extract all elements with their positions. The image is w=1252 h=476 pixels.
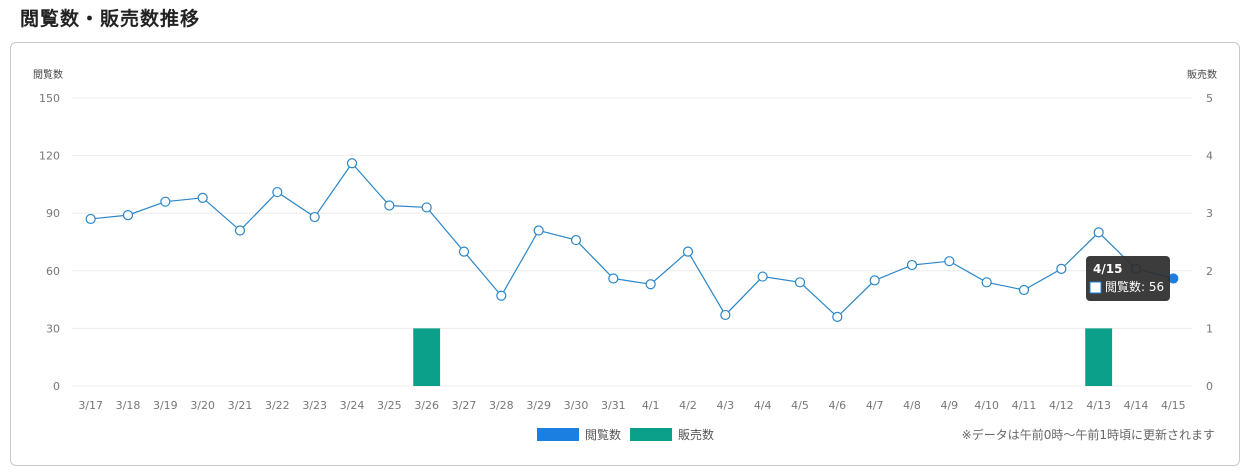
x-tick: 3/24 bbox=[340, 399, 365, 412]
x-tick: 3/17 bbox=[78, 399, 103, 412]
x-tick: 4/2 bbox=[679, 399, 697, 412]
y-right-tick: 5 bbox=[1206, 92, 1213, 105]
x-tick: 3/30 bbox=[564, 399, 589, 412]
x-tick: 4/10 bbox=[974, 399, 999, 412]
views-point[interactable] bbox=[906, 259, 918, 271]
views-line bbox=[90, 162, 1174, 318]
views-point[interactable] bbox=[421, 202, 432, 213]
x-tick: 3/18 bbox=[116, 399, 141, 412]
y-right-axis-title: 販売数 bbox=[1187, 68, 1217, 81]
x-tick: 3/21 bbox=[228, 399, 253, 412]
legend-swatch-sales bbox=[630, 428, 672, 441]
views-point[interactable] bbox=[645, 279, 656, 290]
views-point[interactable] bbox=[869, 275, 880, 286]
x-tick: 4/14 bbox=[1124, 399, 1149, 412]
y-left-tick: 0 bbox=[53, 380, 60, 393]
x-tick: 3/28 bbox=[489, 399, 514, 412]
views-point[interactable] bbox=[832, 311, 843, 322]
views-point[interactable] bbox=[496, 290, 507, 301]
y-left-ticks: 0 30 60 90 120 150 bbox=[39, 92, 60, 393]
update-note: ※データは午前0時〜午前1時頃に更新されます bbox=[962, 427, 1215, 442]
views-point[interactable] bbox=[122, 210, 134, 221]
views-point[interactable] bbox=[1168, 273, 1179, 284]
legend-label-views: 閲覧数 bbox=[585, 427, 621, 442]
legend-item-views[interactable]: 閲覧数 bbox=[537, 427, 621, 442]
x-tick: 4/3 bbox=[716, 399, 734, 412]
x-tick: 3/27 bbox=[452, 399, 477, 412]
y-right-tick: 3 bbox=[1206, 207, 1213, 220]
views-point[interactable] bbox=[197, 192, 208, 203]
views-point[interactable] bbox=[160, 196, 171, 207]
x-tick: 4/6 bbox=[828, 399, 846, 412]
x-tick: 4/12 bbox=[1049, 399, 1074, 412]
legend-label-sales: 販売数 bbox=[678, 427, 714, 442]
views-point[interactable] bbox=[570, 234, 582, 246]
y-right-tick: 1 bbox=[1206, 322, 1213, 335]
x-tick: 3/20 bbox=[190, 399, 215, 412]
views-point[interactable] bbox=[272, 186, 283, 198]
tooltip-title: 4/15 bbox=[1093, 262, 1122, 276]
y-right-ticks: 0 1 2 3 4 5 bbox=[1206, 92, 1213, 393]
x-tick: 4/11 bbox=[1012, 399, 1037, 412]
views-line-path bbox=[90, 162, 1174, 318]
x-tick: 3/22 bbox=[265, 399, 290, 412]
views-point[interactable] bbox=[1056, 263, 1067, 274]
chart-card: 0 30 60 90 120 150 0 1 2 3 4 5 3/17 3/18 3/19 3/20 3/2… bbox=[10, 42, 1240, 466]
views-point[interactable] bbox=[533, 225, 544, 236]
tooltip-background bbox=[1086, 256, 1170, 301]
x-tick: 4/9 bbox=[940, 399, 958, 412]
views-point[interactable] bbox=[234, 225, 246, 236]
x-tick: 4/8 bbox=[903, 399, 921, 412]
x-tick: 4/1 bbox=[642, 399, 660, 412]
views-point[interactable] bbox=[608, 273, 619, 284]
views-point[interactable] bbox=[682, 246, 694, 257]
x-tick: 4/7 bbox=[866, 399, 884, 412]
views-point[interactable] bbox=[309, 211, 320, 223]
tooltip-swatch bbox=[1089, 281, 1102, 294]
sales-bars bbox=[413, 328, 1113, 386]
views-point[interactable] bbox=[1018, 284, 1030, 296]
sales-bar[interactable] bbox=[413, 328, 441, 386]
x-tick: 4/15 bbox=[1161, 399, 1186, 412]
views-point[interactable] bbox=[794, 277, 806, 288]
views-points bbox=[85, 158, 1179, 322]
views-point[interactable] bbox=[1093, 227, 1104, 238]
y-left-axis-title: 閲覧数 bbox=[33, 68, 63, 81]
legend: 閲覧数 販売数 bbox=[537, 427, 714, 442]
views-point[interactable] bbox=[944, 256, 955, 267]
legend-item-sales[interactable]: 販売数 bbox=[630, 427, 714, 442]
x-tick: 3/26 bbox=[414, 399, 439, 412]
page-title: 閲覧数・販売数推移 bbox=[20, 8, 201, 30]
y-left-tick: 120 bbox=[39, 150, 60, 163]
y-left-tick: 60 bbox=[46, 265, 60, 278]
views-sales-chart[interactable]: 0 30 60 90 120 150 0 1 2 3 4 5 3/17 3/18 3/19 3/20 3/2… bbox=[11, 43, 1239, 465]
views-point[interactable] bbox=[85, 213, 96, 225]
y-right-tick: 2 bbox=[1206, 265, 1213, 278]
x-ticks: 3/17 3/18 3/19 3/20 3/21 3/22 3/23 3/24 3/25 3/26… bbox=[78, 399, 1185, 412]
views-point[interactable] bbox=[458, 246, 470, 257]
y-left-tick: 30 bbox=[46, 322, 60, 335]
grid-lines bbox=[72, 97, 1192, 387]
x-tick: 3/25 bbox=[377, 399, 402, 412]
tooltip: 4/15 閲覧数: 56 bbox=[1086, 256, 1170, 301]
views-point[interactable] bbox=[757, 271, 768, 282]
views-point[interactable] bbox=[720, 309, 731, 321]
legend-swatch-views bbox=[537, 428, 579, 441]
views-point[interactable] bbox=[384, 200, 395, 211]
x-tick: 3/19 bbox=[153, 399, 178, 412]
y-left-tick: 150 bbox=[39, 92, 60, 105]
x-tick: 3/31 bbox=[601, 399, 626, 412]
y-left-tick: 90 bbox=[46, 207, 60, 220]
y-right-tick: 4 bbox=[1206, 150, 1213, 163]
views-point[interactable] bbox=[346, 158, 358, 169]
x-tick: 4/4 bbox=[754, 399, 772, 412]
x-tick: 3/29 bbox=[526, 399, 551, 412]
x-tick: 4/13 bbox=[1086, 399, 1111, 412]
y-right-tick: 0 bbox=[1206, 380, 1213, 393]
x-tick: 3/23 bbox=[302, 399, 327, 412]
views-point[interactable] bbox=[981, 277, 992, 288]
sales-bar[interactable] bbox=[1085, 328, 1113, 386]
tooltip-label: 閲覧数: 56 bbox=[1105, 279, 1164, 294]
x-tick: 4/5 bbox=[791, 399, 809, 412]
